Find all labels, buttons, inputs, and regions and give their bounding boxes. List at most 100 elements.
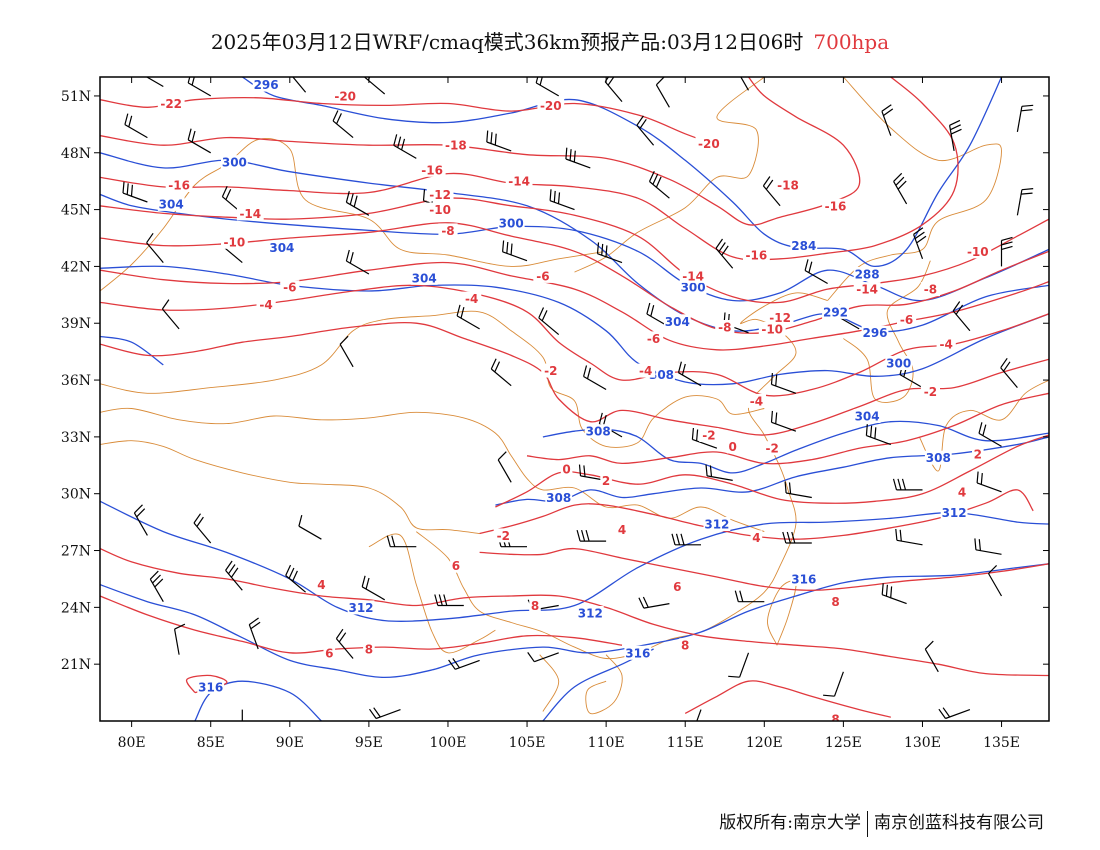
wind-barb [535, 77, 560, 97]
temperature-label-bg [537, 98, 565, 113]
geopotential-label: 316 [198, 680, 223, 694]
boundary-line [585, 654, 623, 715]
temperature-label-bg [442, 138, 470, 153]
temperature-label-bg [644, 331, 664, 346]
temperature-label: -2 [702, 429, 715, 443]
title-text: 2025年03月12日WRF/cmaq模式36km预报产品:03月12日06时 [210, 30, 804, 54]
temperature-label: -20 [698, 137, 720, 151]
temperature-label: 6 [325, 646, 333, 660]
temperature-isotherm [100, 197, 1049, 304]
map-title: 2025年03月12日WRF/cmaq模式36km预报产品:03月12日06时 7… [0, 26, 1100, 55]
wind-barb [974, 538, 1002, 555]
temperature-label: -4 [750, 394, 763, 408]
geopotential-label: 296 [254, 78, 279, 92]
wind-barb [715, 238, 734, 269]
lon-tick-label: 90E [276, 735, 304, 751]
temperature-label: -4 [465, 292, 478, 306]
lat-tick-label: 33N [61, 430, 91, 446]
temperature-isotherm [526, 392, 1049, 465]
temperature-label-bg [972, 446, 984, 461]
lon-tick-label: 110E [588, 735, 625, 751]
temperature-label: -18 [445, 139, 467, 153]
temperature-isotherm [479, 489, 1034, 540]
temperature-label-bg [533, 268, 553, 283]
temperature-label-bg [236, 206, 264, 221]
temperature-label: -20 [334, 89, 356, 103]
temperature-label: 4 [958, 485, 966, 499]
geopotential-label-bg [576, 606, 604, 620]
geopotential-label-bg [197, 679, 225, 694]
wind-barb [497, 451, 512, 483]
temperature-label-bg [157, 96, 185, 111]
boundary-line [100, 138, 607, 292]
wind-barb [193, 513, 212, 544]
temperature-label: 4 [618, 523, 626, 537]
boundary-line [767, 580, 797, 646]
temperature-label: -18 [777, 179, 799, 193]
wind-barb [565, 147, 591, 169]
wind-barb [133, 504, 148, 536]
wind-barb [648, 170, 670, 199]
temperature-label: 4 [317, 578, 325, 592]
wind-barbs [122, 77, 1034, 721]
temperature-label: -4 [639, 364, 652, 378]
temperature-label-bg [829, 712, 842, 721]
temperature-label: -10 [429, 203, 451, 217]
geopotential-label-bg [497, 215, 525, 230]
temperature-label-bg [529, 598, 541, 613]
temperature-label-bg [897, 312, 917, 327]
geopotential-label: 300 [222, 156, 247, 170]
lon-tick-label: 105E [509, 735, 546, 751]
lon-tick-label: 95E [355, 735, 383, 751]
temperature-label: -6 [283, 281, 296, 295]
geopotential-contours [100, 77, 1049, 721]
temperature-label-bg [493, 528, 513, 543]
geopotential-label: 300 [681, 281, 706, 295]
temperature-label-bg [541, 363, 561, 378]
temperature-label: -20 [540, 99, 562, 113]
geopotential-label-bg [624, 645, 652, 660]
wind-barb [124, 113, 148, 139]
temperature-label: -8 [441, 224, 454, 238]
temperature-label-bg [743, 248, 770, 262]
wind-barb [691, 427, 718, 449]
wind-barb [386, 535, 417, 548]
footer-separator [867, 810, 868, 837]
temperature-label: 8 [831, 713, 839, 727]
wind-barb [161, 299, 180, 330]
lon-tick-label: 125E [825, 735, 862, 751]
temperature-label: -4 [940, 338, 953, 352]
wind-barb [762, 176, 781, 207]
wind-barb [174, 623, 186, 655]
temperature-label-bg [221, 234, 248, 249]
lon-tick-label: 130E [904, 735, 941, 751]
wind-barb [364, 77, 386, 95]
wind-barb [740, 77, 750, 91]
boundary-line [416, 292, 828, 660]
boundary-line [100, 407, 765, 533]
wind-barb [596, 242, 623, 264]
lat-tick-label: 21N [61, 657, 91, 673]
pressure-level-label: 700hpa [813, 30, 890, 54]
geopotential-label-bg [221, 155, 248, 170]
wind-barb [895, 528, 923, 546]
geopotential-label: 304 [269, 241, 294, 255]
temperature-label-bg [418, 162, 446, 177]
temperature-isotherm [100, 322, 1049, 436]
temperature-label-bg [450, 558, 462, 573]
wind-barb [978, 422, 1002, 447]
temperature-label-bg [964, 244, 992, 259]
temperature-label: -8 [924, 283, 937, 297]
wind-barb [225, 560, 243, 591]
lat-tick-label: 48N [61, 146, 91, 162]
geopotential-label: 284 [791, 239, 816, 253]
temperature-label-bg [766, 310, 794, 325]
wind-barb [122, 181, 148, 203]
temperature-contours [100, 77, 1049, 718]
temperature-label-bg [600, 473, 612, 488]
temperature-label-bg [636, 363, 656, 378]
temperature-label: -4 [259, 298, 272, 312]
temperature-label: -16 [825, 199, 847, 213]
temperature-label-bg [462, 291, 482, 306]
plot-frame [99, 76, 1050, 722]
